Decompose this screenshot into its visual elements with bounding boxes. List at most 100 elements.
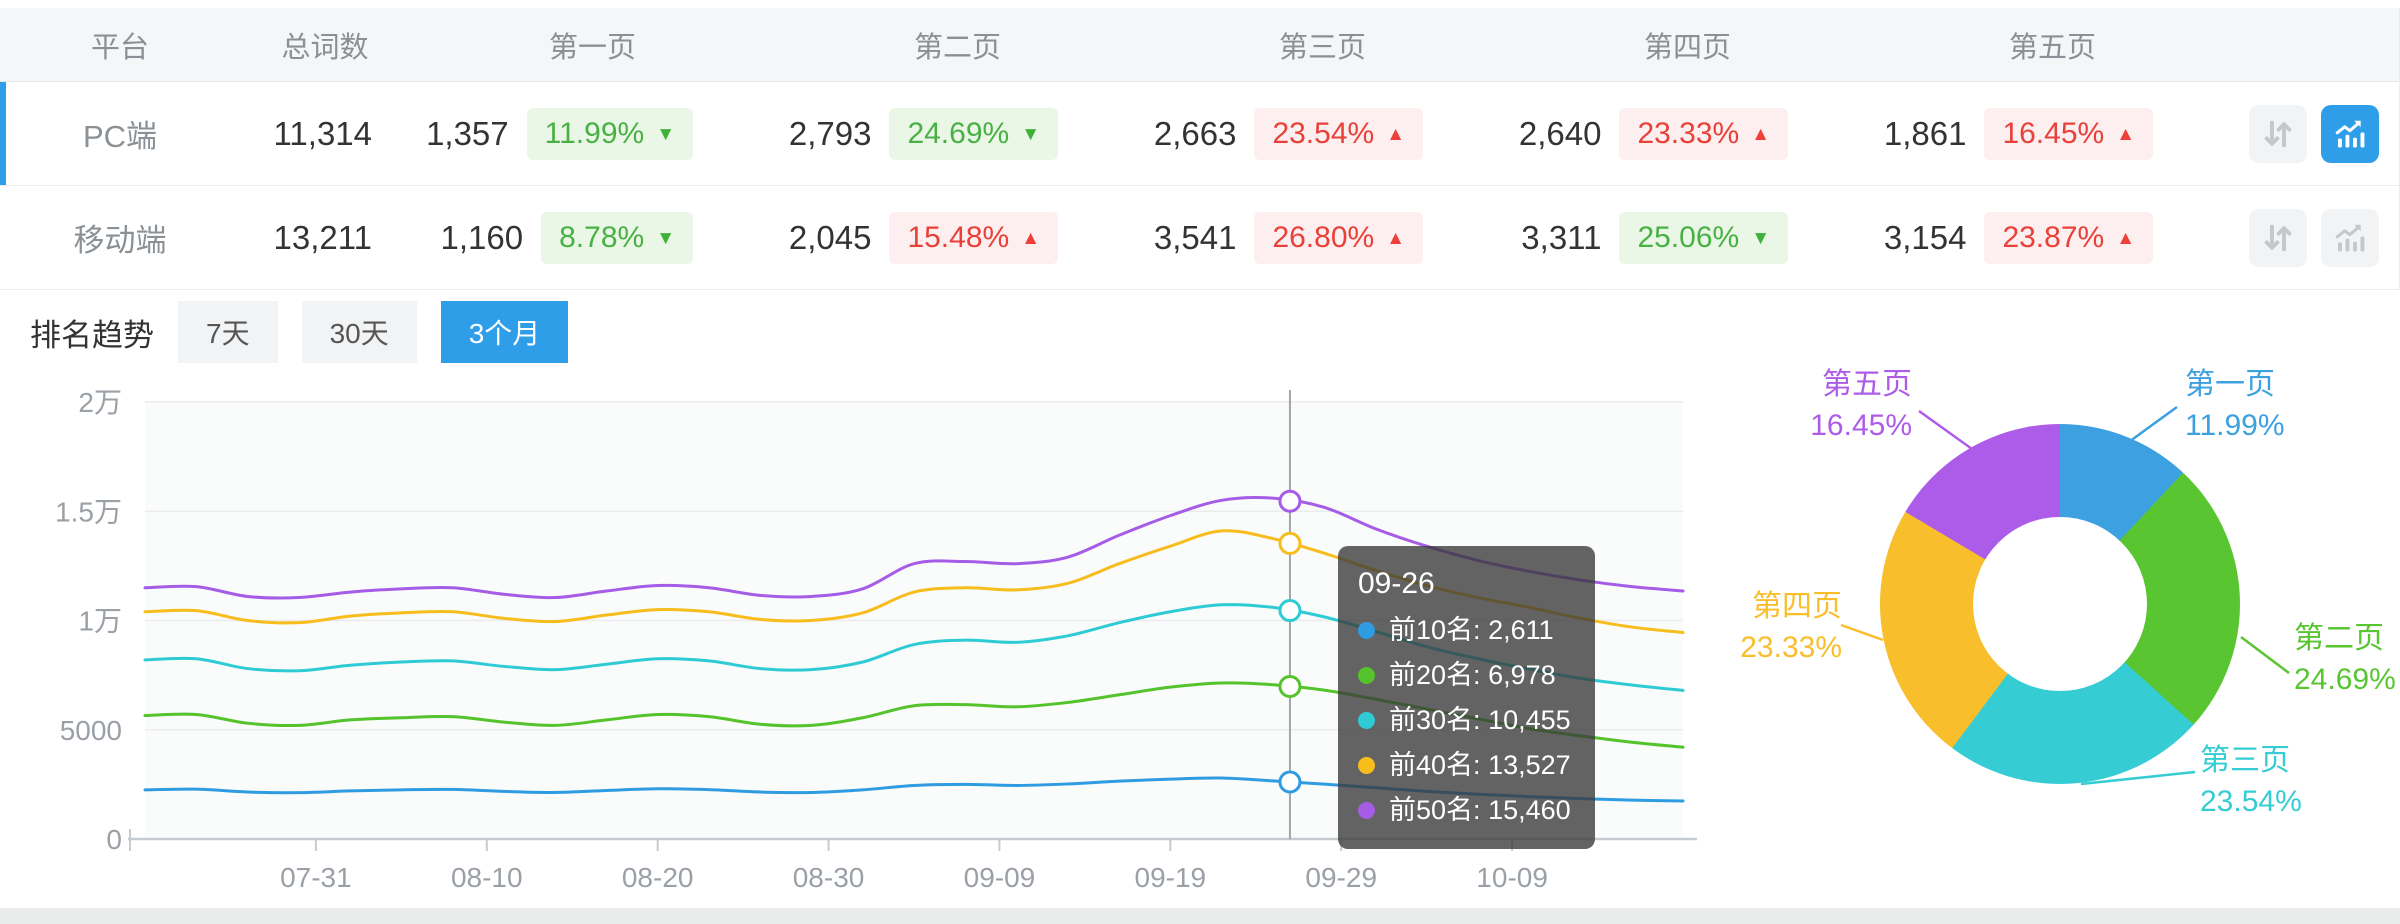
- donut-chart[interactable]: [1880, 424, 2240, 784]
- tooltip-text: 前20名: 6,978: [1389, 660, 1556, 690]
- svg-text:1.5万: 1.5万: [55, 496, 122, 527]
- page1-change-badge: 11.99% ▼: [526, 107, 693, 160]
- svg-text:08-20: 08-20: [622, 862, 694, 893]
- trend-arrow-icon: ▲: [1386, 124, 1405, 145]
- line-chart-icon: [2332, 220, 2368, 256]
- trend-arrow-icon: ▼: [656, 124, 675, 145]
- tab-30days[interactable]: 30天: [301, 301, 417, 363]
- sort-arrows-icon: [2260, 116, 2296, 152]
- chart-tooltip: 09-26 前10名: 2,611 前20名: 6,978 前30名: 10,4…: [1338, 546, 1595, 849]
- svg-text:09-09: 09-09: [964, 862, 1036, 893]
- tooltip-date: 09-26: [1358, 567, 1435, 600]
- donut-label-page1: 第一页 11.99%: [2185, 368, 2285, 442]
- percent-value: 26.80%: [1272, 220, 1375, 254]
- page3-change-badge: 26.80% ▲: [1254, 211, 1423, 264]
- donut-label-page3: 第三页 23.54%: [2200, 744, 2302, 818]
- percent-value: 23.33%: [1637, 116, 1740, 150]
- col-header-page5: 第五页: [2008, 31, 2096, 64]
- total-words-value: 13,211: [273, 218, 372, 256]
- col-header-page2: 第二页: [913, 31, 1001, 64]
- svg-text:09-19: 09-19: [1135, 862, 1207, 893]
- percent-value: 23.87%: [2002, 220, 2105, 254]
- percent-value: 8.78%: [559, 220, 645, 254]
- svg-text:10-09: 10-09: [1476, 862, 1548, 893]
- trend-chart-button[interactable]: [2321, 104, 2379, 163]
- page4-change-badge: 23.33% ▲: [1619, 107, 1788, 160]
- page2-cell: 2,045 15.48% ▲: [775, 211, 1140, 264]
- series-dot-icon: [1358, 712, 1375, 729]
- tab-7days[interactable]: 7天: [178, 301, 278, 363]
- percent-value: 11.99%: [544, 116, 645, 150]
- tooltip-text: 前30名: 10,455: [1389, 705, 1571, 735]
- sort-arrows-icon: [2260, 220, 2296, 256]
- line-chart-icon: [2332, 116, 2368, 152]
- svg-text:0: 0: [106, 824, 122, 855]
- page4-cell: 3,311 25.06% ▼: [1505, 211, 1870, 264]
- page2-count: 2,045: [788, 218, 872, 256]
- page2-change-badge: 24.69% ▼: [889, 107, 1058, 160]
- page3-count: 2,663: [1153, 114, 1237, 152]
- trend-arrow-icon: ▼: [656, 228, 675, 249]
- tooltip-row-top50: 前50名: 15,460: [1358, 788, 1571, 833]
- page1-count: 1,357: [426, 114, 509, 152]
- series-dot-icon: [1358, 757, 1375, 774]
- page5-cell: 1,861 16.45% ▲: [1870, 107, 2235, 160]
- page3-cell: 2,663 23.54% ▲: [1140, 107, 1505, 160]
- page4-count: 3,311: [1521, 218, 1602, 256]
- page2-count: 2,793: [788, 114, 872, 152]
- page3-cell: 3,541 26.80% ▲: [1140, 211, 1505, 264]
- trend-chart-button[interactable]: [2321, 208, 2379, 267]
- table-row-mobile[interactable]: 移动端 13,211 1,160 8.78% ▼ 2,045 15.48% ▲ …: [0, 186, 2399, 290]
- series-dot-icon: [1358, 667, 1375, 684]
- tooltip-row-top30: 前30名: 10,455: [1358, 698, 1571, 743]
- donut-label-page2: 第二页 24.69%: [2294, 622, 2396, 696]
- trend-controls: 排名趋势 7天 30天 3个月: [0, 290, 2400, 374]
- donut-label-page4: 第四页 23.33%: [1740, 590, 1842, 664]
- trend-arrow-icon: ▲: [2116, 228, 2135, 249]
- page1-cell: 1,357 11.99% ▼: [410, 107, 775, 160]
- col-header-platform: 平台: [90, 31, 149, 64]
- page3-count: 3,541: [1153, 218, 1237, 256]
- page5-count: 3,154: [1883, 218, 1967, 256]
- col-header-page4: 第四页: [1643, 31, 1731, 64]
- page2-change-badge: 15.48% ▲: [889, 211, 1058, 264]
- tooltip-text: 前10名: 2,611: [1389, 615, 1554, 645]
- svg-text:08-30: 08-30: [793, 862, 865, 893]
- tab-3months[interactable]: 3个月: [440, 301, 569, 363]
- page-background-strip: [0, 908, 2400, 924]
- sort-button[interactable]: [2249, 208, 2307, 267]
- sort-button[interactable]: [2249, 104, 2307, 163]
- trend-arrow-icon: ▼: [1751, 228, 1770, 249]
- page5-change-badge: 23.87% ▲: [1984, 211, 2153, 264]
- page4-change-badge: 25.06% ▼: [1619, 211, 1788, 264]
- table-row-pc[interactable]: PC端 11,314 1,357 11.99% ▼ 2,793 24.69% ▼…: [0, 82, 2399, 186]
- tooltip-text: 前40名: 13,527: [1389, 750, 1571, 780]
- percent-value: 15.48%: [907, 220, 1010, 254]
- trend-arrow-icon: ▼: [1021, 124, 1040, 145]
- trend-arrow-icon: ▲: [1751, 124, 1770, 145]
- series-dot-icon: [1358, 802, 1375, 819]
- platform-label: 移动端: [73, 223, 167, 258]
- percent-value: 16.45%: [2002, 116, 2105, 150]
- col-header-total-words: 总词数: [281, 31, 369, 64]
- percent-value: 24.69%: [907, 116, 1010, 150]
- page1-cell: 1,160 8.78% ▼: [410, 211, 775, 264]
- page3-change-badge: 23.54% ▲: [1254, 107, 1423, 160]
- svg-text:2万: 2万: [78, 387, 122, 418]
- page-share-donut-area: 第一页 11.99% 第二页 24.69% 第三页 23.54% 第四页 23.33% …: [1700, 368, 2400, 902]
- col-header-page1: 第一页: [548, 31, 636, 64]
- svg-text:1万: 1万: [78, 606, 122, 637]
- page5-cell: 3,154 23.87% ▲: [1870, 211, 2235, 264]
- platform-label: PC端: [82, 119, 158, 154]
- tooltip-row-top10: 前10名: 2,611: [1358, 608, 1571, 653]
- tooltip-row-top40: 前40名: 13,527: [1358, 743, 1571, 788]
- tooltip-text: 前50名: 15,460: [1389, 795, 1571, 825]
- col-header-page3: 第三页: [1278, 31, 1366, 64]
- svg-text:08-10: 08-10: [451, 862, 523, 893]
- percent-value: 23.54%: [1272, 116, 1375, 150]
- trend-arrow-icon: ▲: [2116, 124, 2135, 145]
- page4-count: 2,640: [1518, 114, 1602, 152]
- trend-arrow-icon: ▲: [1021, 228, 1040, 249]
- series-dot-icon: [1358, 622, 1375, 639]
- total-words-value: 11,314: [273, 114, 372, 152]
